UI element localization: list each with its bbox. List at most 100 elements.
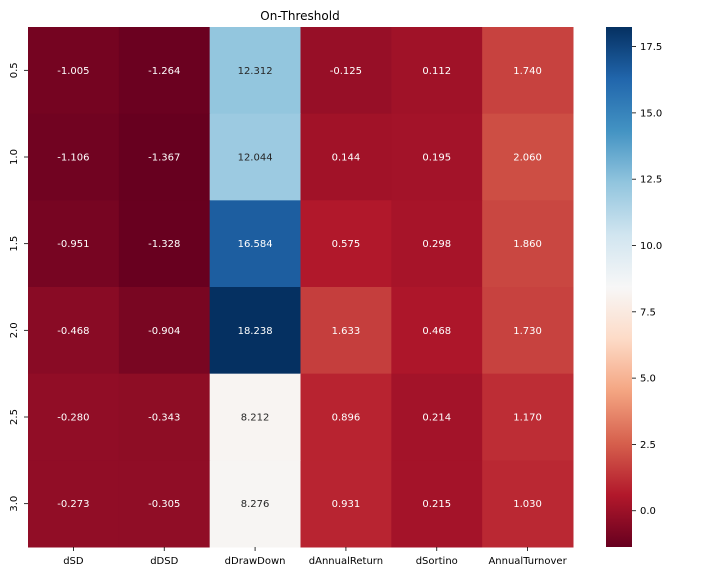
- colorbar-axis: 0.0 2.5 5.0 7.5 10.0 12.5 15.0 17.5: [632, 42, 662, 517]
- colorbar: [606, 27, 632, 547]
- cell-value-label: 0.144: [332, 153, 361, 164]
- heatmap-cell: [209, 460, 301, 548]
- y-axis: 0.5 1.0 1.5 2.0 2.5 3.0: [9, 62, 28, 512]
- cell-value-label: -1.005: [57, 66, 89, 77]
- heatmap-cell: [300, 113, 392, 201]
- heatmap-cell: [391, 113, 483, 201]
- cell-value-label: 0.575: [332, 239, 361, 250]
- y-tick-label: 2.5: [9, 409, 20, 425]
- cell-value-label: -1.264: [148, 66, 180, 77]
- cell-value-label: -1.328: [148, 239, 180, 250]
- x-tick-label: dDrawDown: [225, 556, 286, 567]
- y-tick-label: 3.0: [9, 496, 20, 512]
- cell-value-label: 12.312: [238, 66, 273, 77]
- x-tick-label: dSD: [63, 556, 84, 567]
- cell-value-label: 1.170: [513, 413, 542, 424]
- heatmap-cell: [28, 113, 120, 201]
- cell-value-label: -0.951: [57, 239, 89, 250]
- heatmap-cell: [482, 200, 574, 288]
- y-tick-label: 1.0: [9, 149, 20, 165]
- heatmap-cell: [391, 373, 483, 461]
- heatmap-cell: [482, 460, 574, 548]
- heatmap-cell: [118, 27, 211, 115]
- y-tick-label: 1.5: [9, 236, 20, 252]
- heatmap-cell: [28, 460, 120, 548]
- cell-value-label: 16.584: [238, 239, 273, 250]
- cell-value-label: 0.298: [422, 239, 451, 250]
- cell-value-label: 8.276: [241, 499, 270, 510]
- heatmap-cell: [482, 373, 574, 461]
- heatmap-cell: [482, 113, 574, 201]
- colorbar-tick-label: 5.0: [640, 374, 656, 385]
- colorbar-tick-label: 17.5: [640, 42, 662, 53]
- heatmap-cell: [300, 373, 392, 461]
- cell-value-label: 0.195: [422, 153, 451, 164]
- cell-value-label: 18.238: [238, 326, 273, 337]
- cell-value-label: 1.740: [513, 66, 542, 77]
- heatmap-cell: [391, 27, 483, 115]
- heatmap-cell: [118, 200, 211, 288]
- cell-value-label: 1.030: [513, 499, 542, 510]
- x-tick-label: AnnualTurnover: [488, 556, 567, 567]
- heatmap-cell: [118, 113, 211, 201]
- heatmap-cell: [300, 287, 392, 375]
- colorbar-tick-label: 7.5: [640, 307, 656, 318]
- y-tick-label: 0.5: [9, 62, 20, 78]
- heatmap-cell: [391, 287, 483, 375]
- heatmap-cell: [209, 27, 301, 115]
- cell-value-label: 0.112: [422, 66, 451, 77]
- cell-value-label: -0.468: [57, 326, 89, 337]
- colorbar-tick-label: 2.5: [640, 440, 656, 451]
- heatmap-cell: [118, 287, 211, 375]
- cell-value-label: 12.044: [238, 153, 273, 164]
- heatmap-cell: [482, 287, 574, 375]
- heatmap-cell: [209, 287, 301, 375]
- cell-value-label: 2.060: [513, 153, 542, 164]
- cell-value-label: 1.860: [513, 239, 542, 250]
- cell-value-label: 0.896: [332, 413, 361, 424]
- x-tick-label: dAnnualReturn: [309, 556, 383, 567]
- heatmap-cell: [209, 113, 301, 201]
- cell-value-label: 0.931: [332, 499, 361, 510]
- heatmap-cell: [482, 27, 574, 115]
- cell-value-label: -1.106: [57, 153, 89, 164]
- heatmap-cell: [28, 27, 120, 115]
- heatmap-cell: [300, 200, 392, 288]
- cell-value-label: 1.633: [332, 326, 361, 337]
- heatmap-cell: [300, 27, 392, 115]
- heatmap-cell: [209, 200, 301, 288]
- colorbar-tick-label: 10.0: [640, 241, 662, 252]
- heatmap-cell: [300, 460, 392, 548]
- cell-value-label: 8.212: [241, 413, 270, 424]
- colorbar-tick-label: 0.0: [640, 506, 656, 517]
- heatmap-cell: [28, 200, 120, 288]
- cell-value-label: -0.305: [148, 499, 180, 510]
- heatmap-cell: [391, 200, 483, 288]
- heatmap-cells: [28, 27, 574, 548]
- cell-value-label: 0.468: [422, 326, 451, 337]
- cell-value-label: -1.367: [148, 153, 180, 164]
- chart-title: On-Threshold: [260, 9, 339, 23]
- cell-value-label: -0.280: [57, 413, 89, 424]
- colorbar-tick-label: 15.0: [640, 108, 662, 119]
- x-tick-label: dDSD: [150, 556, 178, 567]
- y-tick-label: 2.0: [9, 322, 20, 338]
- heatmap-cell: [118, 460, 211, 548]
- cell-value-label: 0.215: [422, 499, 451, 510]
- cell-value-label: 0.214: [422, 413, 451, 424]
- heatmap-cell: [28, 373, 120, 461]
- cell-value-label: -0.343: [148, 413, 180, 424]
- heatmap-cell: [118, 373, 211, 461]
- heatmap-cell-labels: -1.005 -1.264 12.312 -0.125 0.112 1.740 -1.106…: [57, 66, 542, 510]
- heatmap-cell: [391, 460, 483, 548]
- cell-value-label: -0.904: [148, 326, 180, 337]
- x-axis: dSD dDSD dDrawDown dAnnualReturn dSortino Ann…: [63, 547, 568, 567]
- cell-value-label: -0.273: [57, 499, 89, 510]
- cell-value-label: 1.730: [513, 326, 542, 337]
- heatmap-cell: [28, 287, 120, 375]
- colorbar-tick-label: 12.5: [640, 175, 662, 186]
- cell-value-label: -0.125: [330, 66, 362, 77]
- x-tick-label: dSortino: [416, 556, 458, 567]
- heatmap-cell: [209, 373, 301, 461]
